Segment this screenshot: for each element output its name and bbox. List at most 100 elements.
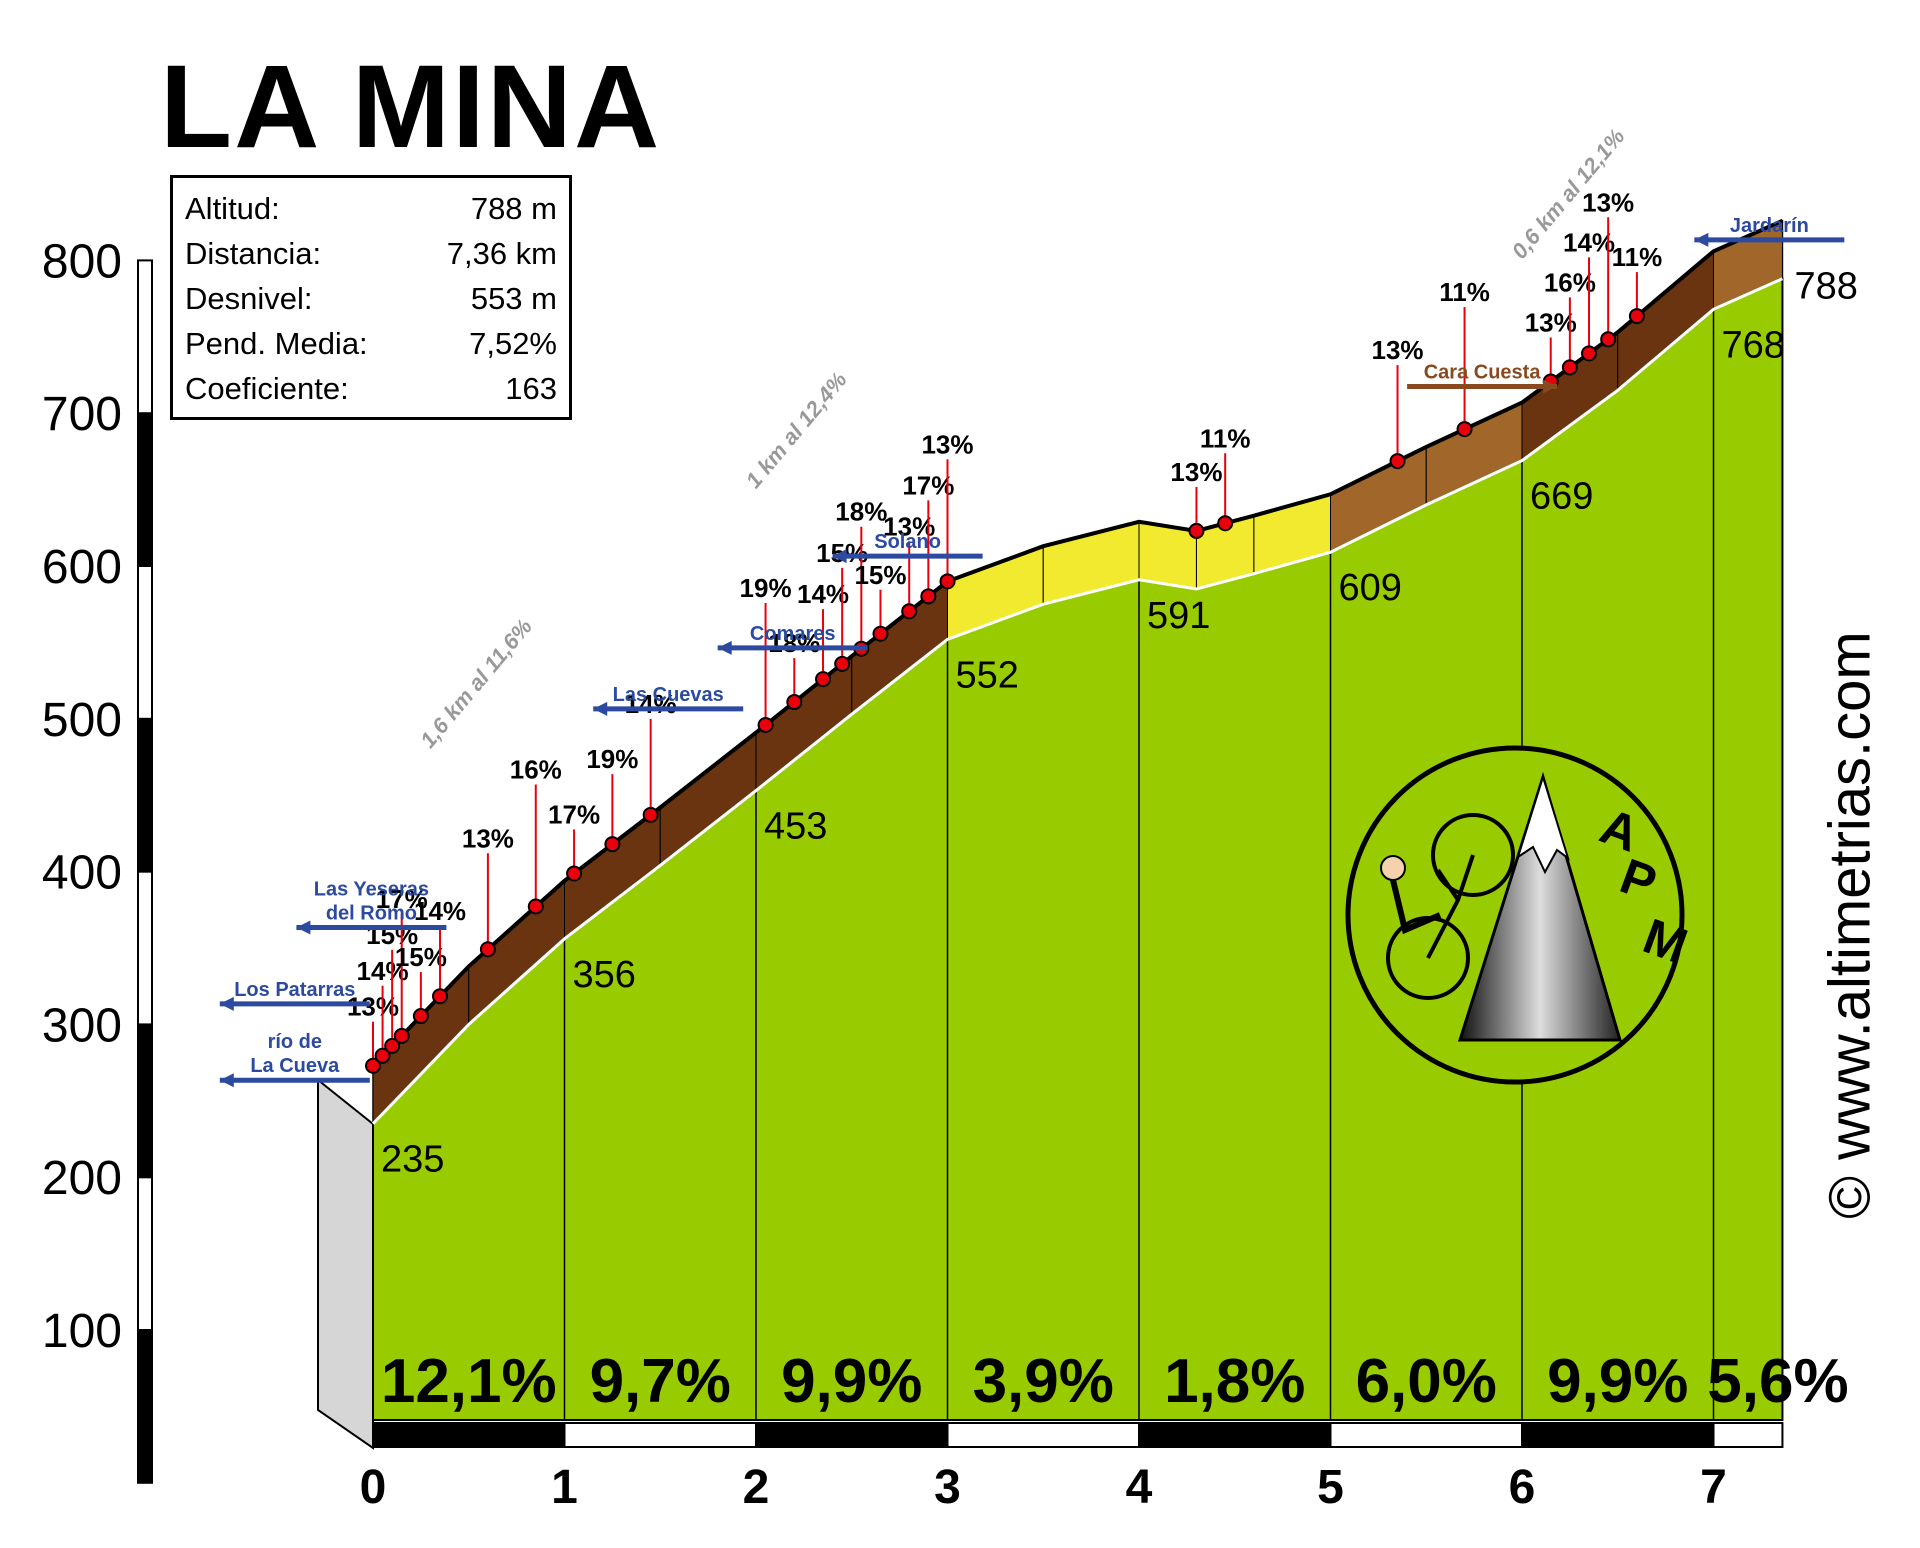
gradient-point [786,694,803,711]
cyclist-head-icon [1380,855,1406,881]
gradient-point [815,671,832,688]
gradient-label: 17% [902,470,954,500]
gradient-label: 14% [625,689,677,719]
gradient-label: 13% [1170,457,1222,487]
y-tick-label: 800 [42,235,122,288]
place-arrow-head [219,996,234,1011]
snowcap-icon [1516,773,1570,875]
x-tick-label: 4 [1126,1461,1153,1514]
stat-altitud: Altitud: 788 m [185,186,557,231]
segment-gradient-label: 5,6% [1707,1347,1848,1416]
gradient-point [527,898,544,915]
y-axis-band [137,1329,153,1484]
segment-gradient-label: 9,7% [590,1347,731,1416]
gradient-point [757,716,774,733]
gradient-label: 14% [414,896,466,926]
place-label: Las Yeseras [314,878,429,900]
gradient-point [1600,331,1617,348]
place-arrow-head [593,701,608,716]
km-altitude-label: 788 [1794,266,1857,308]
place-label: Comares [750,623,836,645]
gradient-point [834,655,851,672]
x-tick-label: 6 [1509,1461,1536,1514]
website-watermark: © www.altimetrias.com [1817,631,1884,1218]
km-strip-band [1521,1422,1715,1448]
segment-gradient-label: 1,8% [1164,1347,1305,1416]
y-tick-label: 100 [42,1305,122,1358]
gradient-label: 13% [1582,187,1634,217]
gradient-point [566,865,583,882]
y-tick-label: 400 [42,847,122,900]
gradient-point [374,1047,391,1064]
gradient-label: 13% [462,823,514,853]
place-label: Jardarín [1730,215,1809,237]
gradient-label: 13% [1372,335,1424,365]
stat-value: 553 m [470,281,557,316]
place-arrow-head [832,549,847,564]
gradient-label: 16% [1544,267,1596,297]
stat-coeficiente: Coeficiente: 163 [185,366,557,411]
stats-box: Altitud: 788 m Distancia: 7,36 km Desniv… [170,175,572,420]
gradient-point [1456,421,1473,438]
gradient-label: 11% [1200,423,1251,453]
place-label: río de [268,1031,322,1053]
gradient-point [479,941,496,958]
x-tick-label: 2 [743,1461,770,1514]
gradient-label: 13% [347,992,399,1022]
stat-label: Desnivel: [185,281,313,316]
gradient-point [872,625,889,642]
km-altitude-label: 591 [1147,595,1210,637]
km-strip-band [755,1422,949,1448]
y-axis-band [137,717,153,873]
km-altitude-label: 669 [1530,476,1593,518]
place-arrow-head [296,920,311,935]
bike-frame-icon [1426,854,1475,959]
gradient-point [1581,345,1598,362]
x-tick-label: 1 [551,1461,578,1514]
stat-label: Altitud: [185,191,280,226]
place-arrow-head [1694,232,1709,247]
gradient-label: 18% [768,628,820,658]
segment-gradient-label: 3,9% [973,1347,1114,1416]
stat-value: 788 m [470,191,557,226]
mountain-icon [1457,771,1623,1042]
gradient-point [920,588,937,605]
y-tick-label: 600 [42,541,122,594]
route-band-segment [1138,521,1197,590]
y-axis-band [137,259,153,415]
gradient-label: 15% [395,942,447,972]
stat-label: Pend. Media: [185,326,368,361]
place-label: La Cueva [250,1055,340,1077]
copyright-symbol: © [1817,1175,1883,1219]
profile-side-face [317,1077,374,1450]
gradient-label: 14% [797,579,849,609]
cyclist-body-icon [1390,879,1442,935]
page-title: LA MINA [160,41,662,173]
place-arrow-head [219,1073,234,1088]
km-strip-band [1138,1422,1332,1448]
gradient-point [1389,453,1406,470]
gradient-label: 17% [376,884,428,914]
stat-label: Distancia: [185,236,322,271]
y-axis-band [137,1023,153,1179]
gradient-label: 18% [835,497,887,527]
km-altitude-label: 768 [1722,324,1785,366]
gradient-label: 14% [1563,227,1615,257]
route-edge-line [371,277,1784,1125]
km-strip-band [563,1422,757,1448]
km-altitude-label: 552 [956,654,1019,696]
gradient-point [432,988,449,1005]
y-axis-band [137,870,153,1026]
stat-label: Coeficiente: [185,371,349,406]
bike-wheel-icon [1431,813,1515,897]
place-arrow-head [717,640,732,655]
gradient-point [604,836,621,853]
place-arrow-head [1543,379,1558,394]
gradient-point [1188,522,1205,539]
km-altitude-label: 609 [1339,567,1402,609]
section-annotation: 1 km al 12,4% [741,367,852,493]
gradient-label: 13% [921,429,973,459]
segment-gradient-label: 12,1% [381,1347,557,1416]
segment-gradient-label: 9,9% [781,1347,922,1416]
x-tick-label: 7 [1700,1461,1727,1514]
